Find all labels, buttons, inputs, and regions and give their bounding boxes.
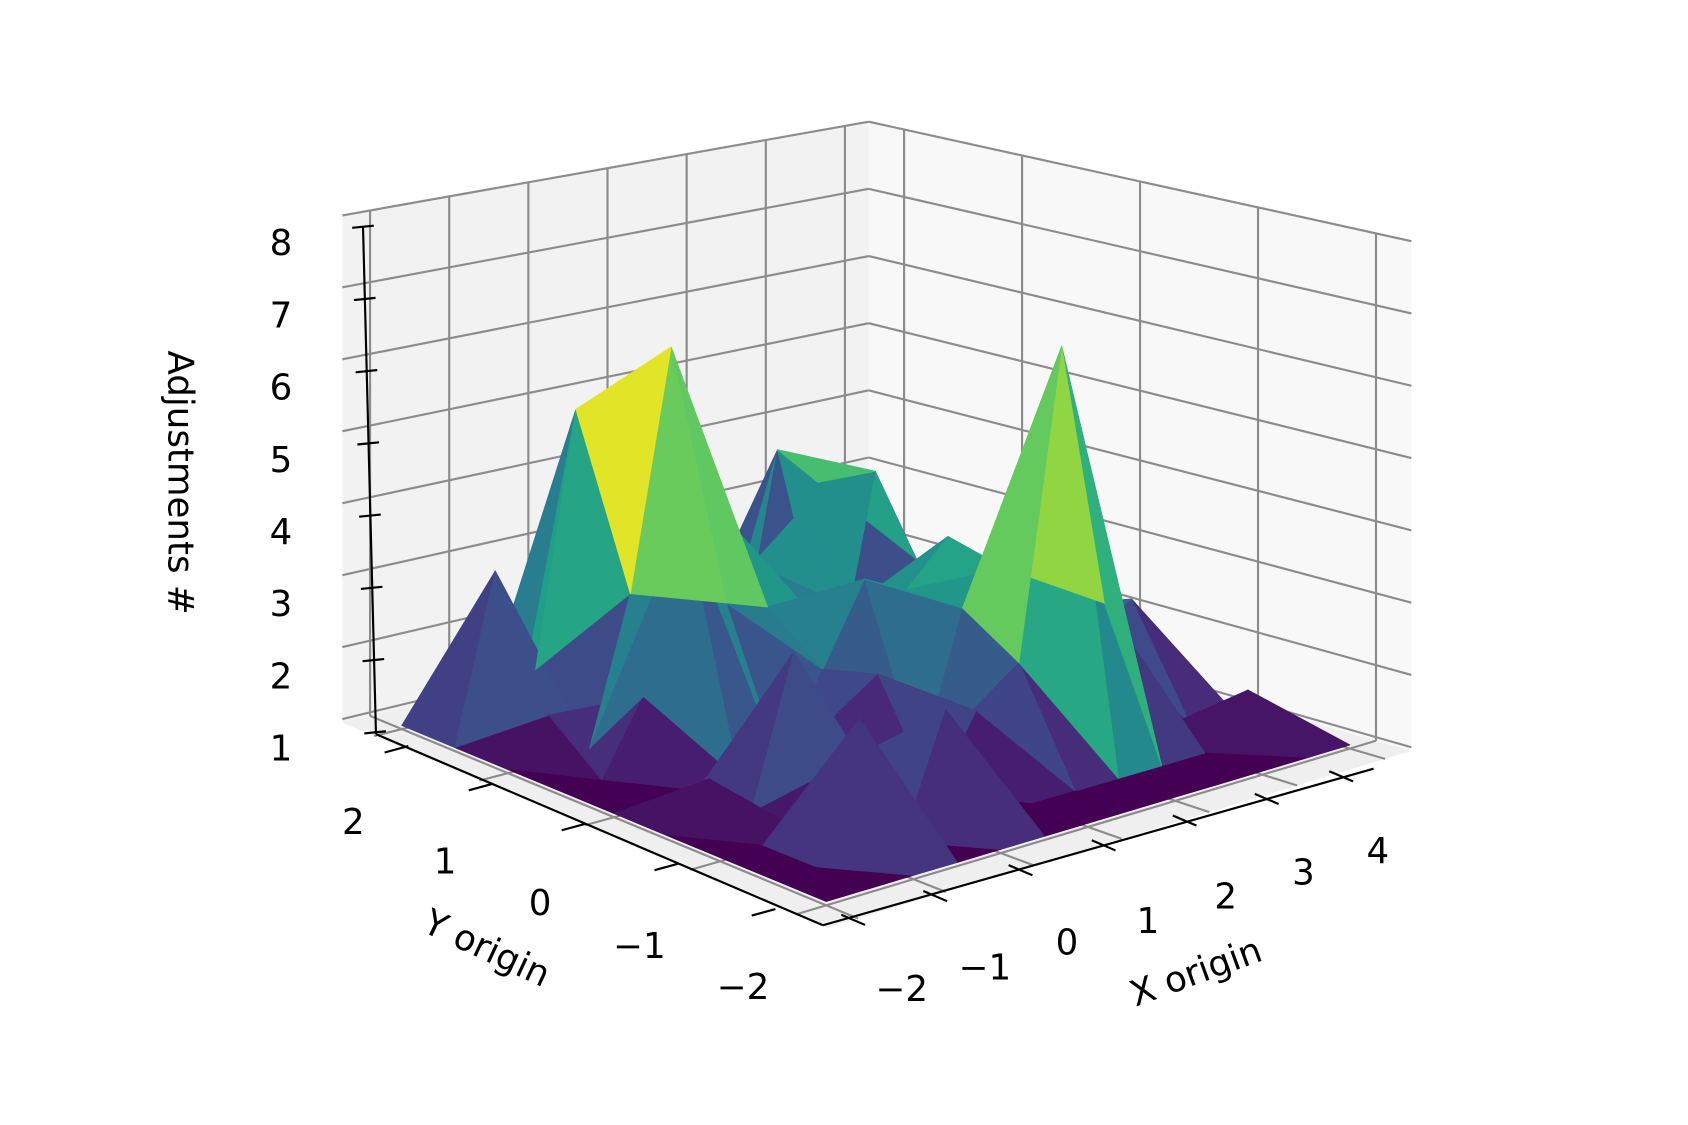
gridline-z-right xyxy=(868,120,1412,243)
surface-face xyxy=(962,345,1063,664)
y-tick-label: 0 xyxy=(529,883,552,924)
x-tick-label: 3 xyxy=(1292,853,1315,894)
gridline-z-right xyxy=(868,187,1412,315)
z-tick-label: 1 xyxy=(270,729,293,770)
x-tick-mark xyxy=(1172,814,1197,827)
tick-labels: −2 −1 0 1 2 −2 −1 0 1 2 3 4 1 2 3 4 5 6 7 8 xyxy=(270,223,1390,1010)
gridline-z-right xyxy=(868,456,1412,604)
x-tick-label: 2 xyxy=(1214,876,1237,917)
x-tick-mark xyxy=(1091,839,1116,852)
z-axis-label: Adjustments # xyxy=(159,351,200,615)
y-tick-mark xyxy=(751,908,776,917)
x-tick-mark xyxy=(840,913,866,926)
y-tick-mark xyxy=(468,782,493,792)
z-tick-mark xyxy=(355,369,378,374)
x-tick-mark xyxy=(922,890,948,903)
y-tick-mark xyxy=(561,822,586,832)
surface-face xyxy=(643,518,740,780)
gridline-z-right xyxy=(868,389,1412,532)
x-axis-line xyxy=(822,767,1374,927)
surface-face xyxy=(766,578,865,670)
x-tick-mark xyxy=(1008,864,1033,877)
gridline-z-left xyxy=(342,120,869,217)
z-axis-line xyxy=(361,226,378,735)
y-tick-label: −2 xyxy=(717,967,769,1008)
surface-face xyxy=(864,578,964,609)
z-tick-label: 5 xyxy=(270,440,293,481)
z-tick-mark xyxy=(359,513,381,518)
x-tick-label: 0 xyxy=(1056,923,1079,964)
gridline-z-left xyxy=(342,254,869,361)
gridline-z-left xyxy=(342,187,869,289)
surface-face xyxy=(815,718,914,876)
surface-face xyxy=(902,709,1002,850)
axis-lines xyxy=(361,226,1374,927)
z-tick-mark xyxy=(360,585,383,591)
y-tick-mark xyxy=(384,744,409,754)
gridline-z-left xyxy=(342,322,869,433)
x-tick-label: 1 xyxy=(1137,901,1160,942)
surface-mesh xyxy=(401,345,1351,902)
gridline-y-floor xyxy=(795,739,1377,916)
z-tick-mark xyxy=(357,441,380,446)
z-tick-mark xyxy=(353,296,376,302)
x-tick-mark xyxy=(1328,770,1354,783)
z-tick-label: 7 xyxy=(270,295,293,336)
z-tick-label: 8 xyxy=(270,223,293,264)
z-tick-label: 6 xyxy=(270,368,293,409)
x-axis-label: X origin xyxy=(1125,930,1268,1015)
y-tick-label: 2 xyxy=(342,802,365,843)
x-tick-mark xyxy=(1254,792,1279,806)
gridline-z-right xyxy=(868,254,1412,387)
x-tick-label: 4 xyxy=(1367,831,1390,872)
z-tick-mark xyxy=(362,657,385,663)
y-tick-mark xyxy=(654,862,679,872)
surface-face xyxy=(772,879,871,902)
y-tick-label: 1 xyxy=(434,842,457,883)
surface-face xyxy=(575,346,672,595)
z-tick-label: 4 xyxy=(270,512,293,553)
surface-face xyxy=(975,662,1076,792)
z-tick-mark xyxy=(352,224,374,229)
z-tick-label: 2 xyxy=(270,656,293,697)
z-tick-label: 3 xyxy=(270,584,293,625)
z-tick-mark xyxy=(364,730,387,735)
surface-face xyxy=(777,449,876,483)
x-tick-label: −2 xyxy=(876,969,929,1010)
tick-marks xyxy=(352,224,1354,926)
y-axis-line xyxy=(375,733,824,927)
x-tick-label: −1 xyxy=(959,948,1012,989)
y-tick-label: −1 xyxy=(613,926,666,967)
gridline-z-right xyxy=(868,322,1412,460)
